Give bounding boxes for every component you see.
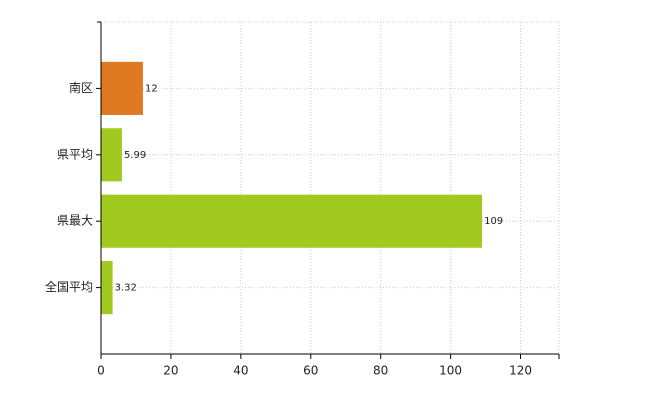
x-tick-label: 40 [233, 364, 248, 378]
bar [101, 261, 113, 315]
x-tick-label: 100 [439, 364, 462, 378]
y-tick-label: 県最大 [57, 214, 93, 228]
bar [101, 194, 483, 248]
bar [101, 61, 143, 115]
x-tick-label: 20 [163, 364, 178, 378]
value-label: 5.99 [124, 150, 146, 161]
x-tick-label: 80 [373, 364, 388, 378]
value-label: 12 [145, 83, 158, 94]
bar [101, 128, 122, 182]
value-label: 109 [484, 216, 503, 227]
x-tick-label: 120 [509, 364, 532, 378]
y-tick-label: 南区 [69, 80, 93, 95]
x-tick-label: 0 [97, 364, 105, 378]
y-tick-label: 全国平均 [45, 279, 93, 294]
x-tick-label: 60 [303, 364, 318, 378]
value-label: 3.32 [115, 283, 137, 294]
y-tick-label: 県平均 [57, 147, 93, 161]
